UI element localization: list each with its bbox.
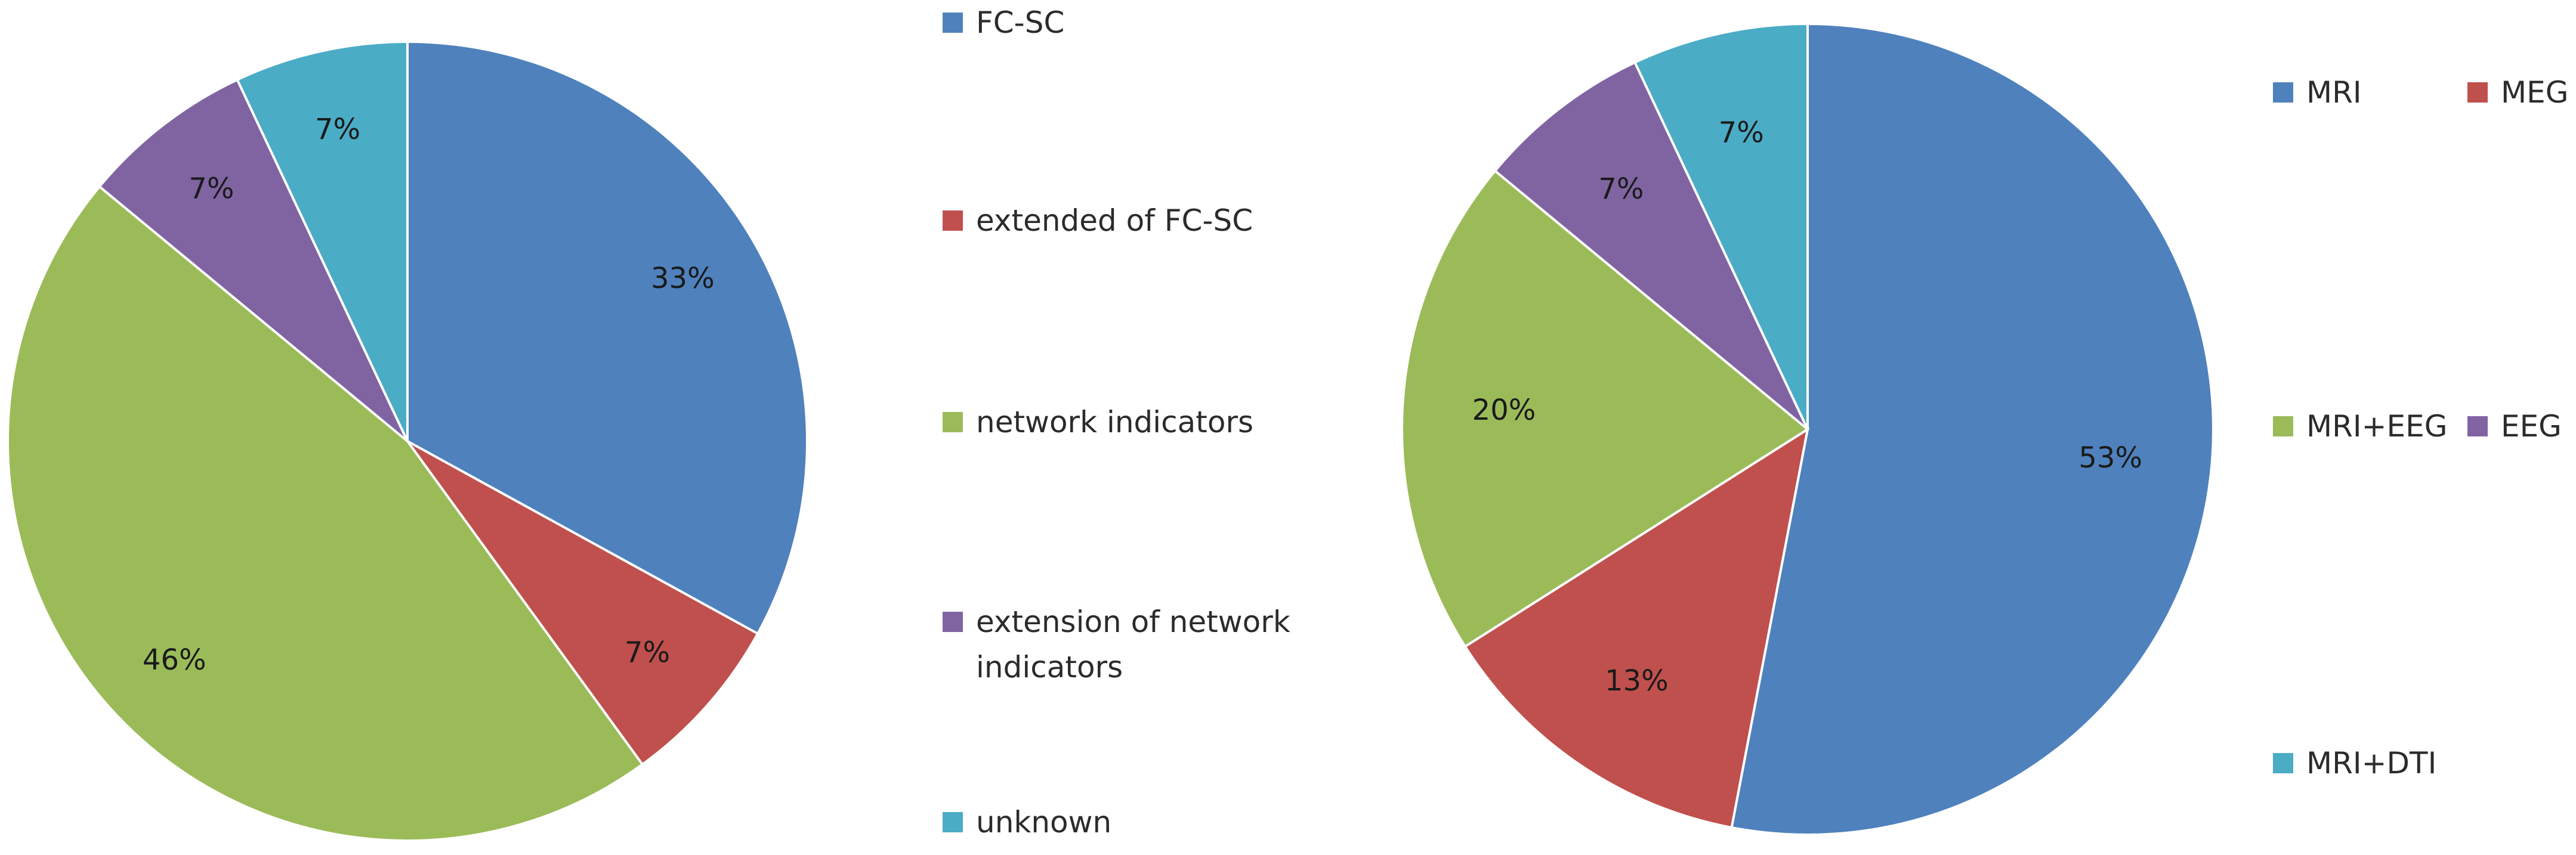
legend-label-fc-sc: FC-SC [976,5,1064,40]
legend-swatch-mri-eeg [2273,416,2293,436]
data-label-extended-of-fc-sc: 7% [625,636,670,669]
pie-chart-modalities: 53% 13% 20% 7% 7% [1401,22,2214,836]
legend-label-extended-of-fc-sc: extended of FC-SC [976,203,1253,238]
legend-label-mri: MRI [2306,75,2362,110]
data-label-extension-of-network-indicators: 7% [189,172,234,205]
pie-slice-mri-eeg [1401,169,1810,649]
pie-slice-fc-sc [406,40,808,636]
pie-slice-mri [1730,22,2214,836]
legend-modalities: MRI MEG MRI+EEG EEG MRI+DTI [2273,75,2568,780]
data-label-mri: 53% [2078,441,2142,475]
data-label-eeg: 7% [1598,172,1644,206]
pie-slice-network-indicators [7,185,644,842]
legend-swatch-meg [2467,82,2488,103]
legend-research-methods: FC-SC extended of FC-SC network indicators… [943,5,1290,839]
legend-label-mri-dti: MRI+DTI [2306,746,2436,780]
pie-slice-mri-dti [1633,22,1809,430]
pie-slice-meg [1463,426,1809,829]
data-label-unknown: 7% [315,113,360,146]
pie-slice-extended-of-fc-sc [406,440,759,766]
legend-swatch-extension-of-network-indicators [943,612,963,632]
legend-swatch-extended-of-fc-sc [943,210,963,231]
legend-label-mri-eeg: MRI+EEG [2306,409,2447,444]
data-label-fc-sc: 33% [651,262,715,295]
data-label-mri-dti: 7% [1719,116,1764,149]
legend-label-meg: MEG [2501,75,2568,110]
legend-swatch-unknown [943,812,963,832]
legend-swatch-mri [2273,82,2293,103]
data-label-mri-eeg: 20% [1472,394,1536,427]
pie-slice-eeg [1493,61,1809,430]
legend-swatch-mri-dti [2273,753,2293,773]
legend-swatch-eeg [2467,416,2488,436]
pie-slice-extension-of-network-indicators [97,78,409,442]
pie-chart-research-methods: 33% 7% 46% 7% 7% [7,40,808,842]
pie-slice-unknown [236,40,409,442]
data-label-network-indicators: 46% [143,643,206,677]
legend-label-unknown: unknown [976,805,1111,839]
legend-label-eeg: EEG [2501,409,2562,444]
legend-label-extension-of-network-indicators: extension of network indicators [976,605,1290,684]
legend-swatch-network-indicators [943,412,963,432]
data-label-meg: 13% [1605,664,1669,698]
legend-swatch-fc-sc [943,13,963,33]
legend-label-network-indicators: network indicators [976,405,1253,439]
